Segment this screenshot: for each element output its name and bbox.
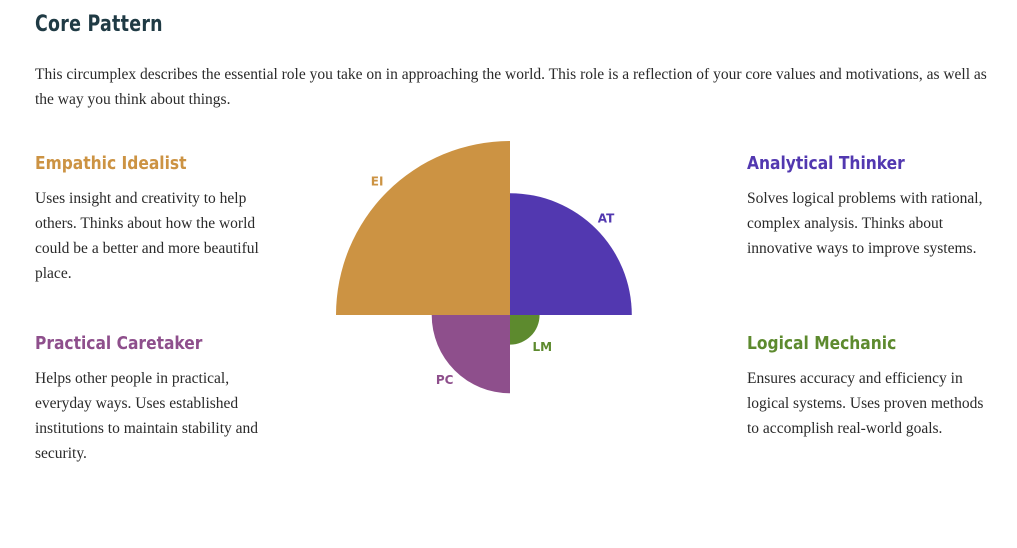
segment-label-ei: EI	[371, 175, 384, 189]
role-title-logical-mechanic: Logical Mechanic	[747, 333, 897, 354]
segment-at	[510, 193, 632, 315]
role-title-analytical-thinker: Analytical Thinker	[747, 153, 905, 174]
role-title-practical-caretaker: Practical Caretaker	[35, 333, 203, 354]
role-block-practical-caretaker: Practical Caretaker Helps other people i…	[35, 332, 280, 466]
segment-label-at: AT	[598, 212, 615, 226]
role-block-logical-mechanic: Logical Mechanic Ensures accuracy and ef…	[747, 332, 992, 441]
page-title: Core Pattern	[35, 12, 163, 37]
role-description-empathic-idealist: Uses insight and creativity to help othe…	[35, 190, 259, 282]
segment-lm	[510, 315, 540, 345]
role-description-logical-mechanic: Ensures accuracy and efficiency in logic…	[747, 370, 984, 437]
role-description-practical-caretaker: Helps other people in practical, everyda…	[35, 370, 259, 462]
role-description-analytical-thinker: Solves logical problems with rational, c…	[747, 190, 983, 257]
intro-text: This circumplex describes the essential …	[35, 66, 987, 108]
segment-pc	[431, 315, 510, 394]
segment-label-pc: PC	[436, 373, 454, 387]
segment-label-lm: LM	[533, 340, 553, 354]
role-block-analytical-thinker: Analytical Thinker Solves logical proble…	[747, 152, 992, 261]
segment-ei	[336, 141, 510, 315]
role-title-empathic-idealist: Empathic Idealist	[35, 153, 187, 174]
role-block-empathic-idealist: Empathic Idealist Uses insight and creat…	[35, 152, 280, 286]
